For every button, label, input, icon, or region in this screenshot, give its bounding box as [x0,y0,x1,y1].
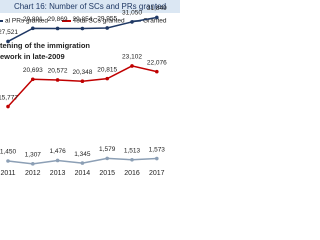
point [6,39,10,44]
point [105,76,109,81]
data-label: 1,307 [25,152,42,159]
data-label: 1,345 [74,151,91,158]
legend-label: Granted [143,18,167,25]
point [55,26,60,31]
page: Chart 16: Number of SCs and PRs granted … [0,0,180,180]
chart: Chart 16: Number of SCs and PRs granted … [0,0,180,177]
point [130,20,134,24]
data-label: 1,573 [149,146,166,153]
point [6,104,10,109]
data-label: 22,076 [147,59,167,66]
data-label: 23,102 [122,54,142,61]
point [130,157,134,162]
point [155,156,159,161]
data-label: 27,521 [0,29,18,36]
annotation: ework in late-2009 [0,52,65,61]
data-label: 31,849 [147,5,167,12]
point [55,158,60,163]
point [55,78,60,82]
x-tick-label: 2012 [25,170,41,177]
data-label: 1,513 [124,147,141,154]
data-label: 29,869 [48,16,68,23]
point [6,159,10,163]
data-label: 31,050 [122,10,142,17]
data-label: 1,579 [99,146,116,153]
data-label: 29,891 [23,16,43,23]
x-tick-label: 2016 [124,170,140,177]
data-label: 20,572 [48,68,68,75]
legend-label: Total SCs granted [73,18,125,25]
data-label: 29,955 [97,16,117,23]
point [105,26,109,30]
point [155,69,159,74]
x-tick-label: 2015 [99,170,115,177]
point [105,156,109,161]
point [130,64,134,68]
data-label: 29,854 [72,16,92,23]
x-tick-label: 2014 [75,170,91,177]
data-label: 1,476 [49,148,66,155]
x-tick-label: 2011 [0,170,15,177]
data-label: 20,815 [97,66,117,73]
data-label: 20,693 [23,67,43,74]
x-tick-label: 2013 [50,170,66,177]
point [80,26,85,31]
legend-label: al PRs granted [5,18,48,25]
point [31,77,35,82]
point [80,161,85,165]
chart-title: Chart 16: Number of SCs and PRs granted [14,2,166,11]
point [80,79,85,84]
x-tick-label: 2017 [149,170,165,177]
point [31,162,35,166]
point [155,15,159,20]
annotation: tening of the immigration [0,41,90,50]
point [31,26,35,31]
title-band [0,0,180,13]
data-label: 1,450 [0,149,17,156]
data-label: 20,348 [72,69,92,76]
data-label: 15,777 [0,94,18,101]
